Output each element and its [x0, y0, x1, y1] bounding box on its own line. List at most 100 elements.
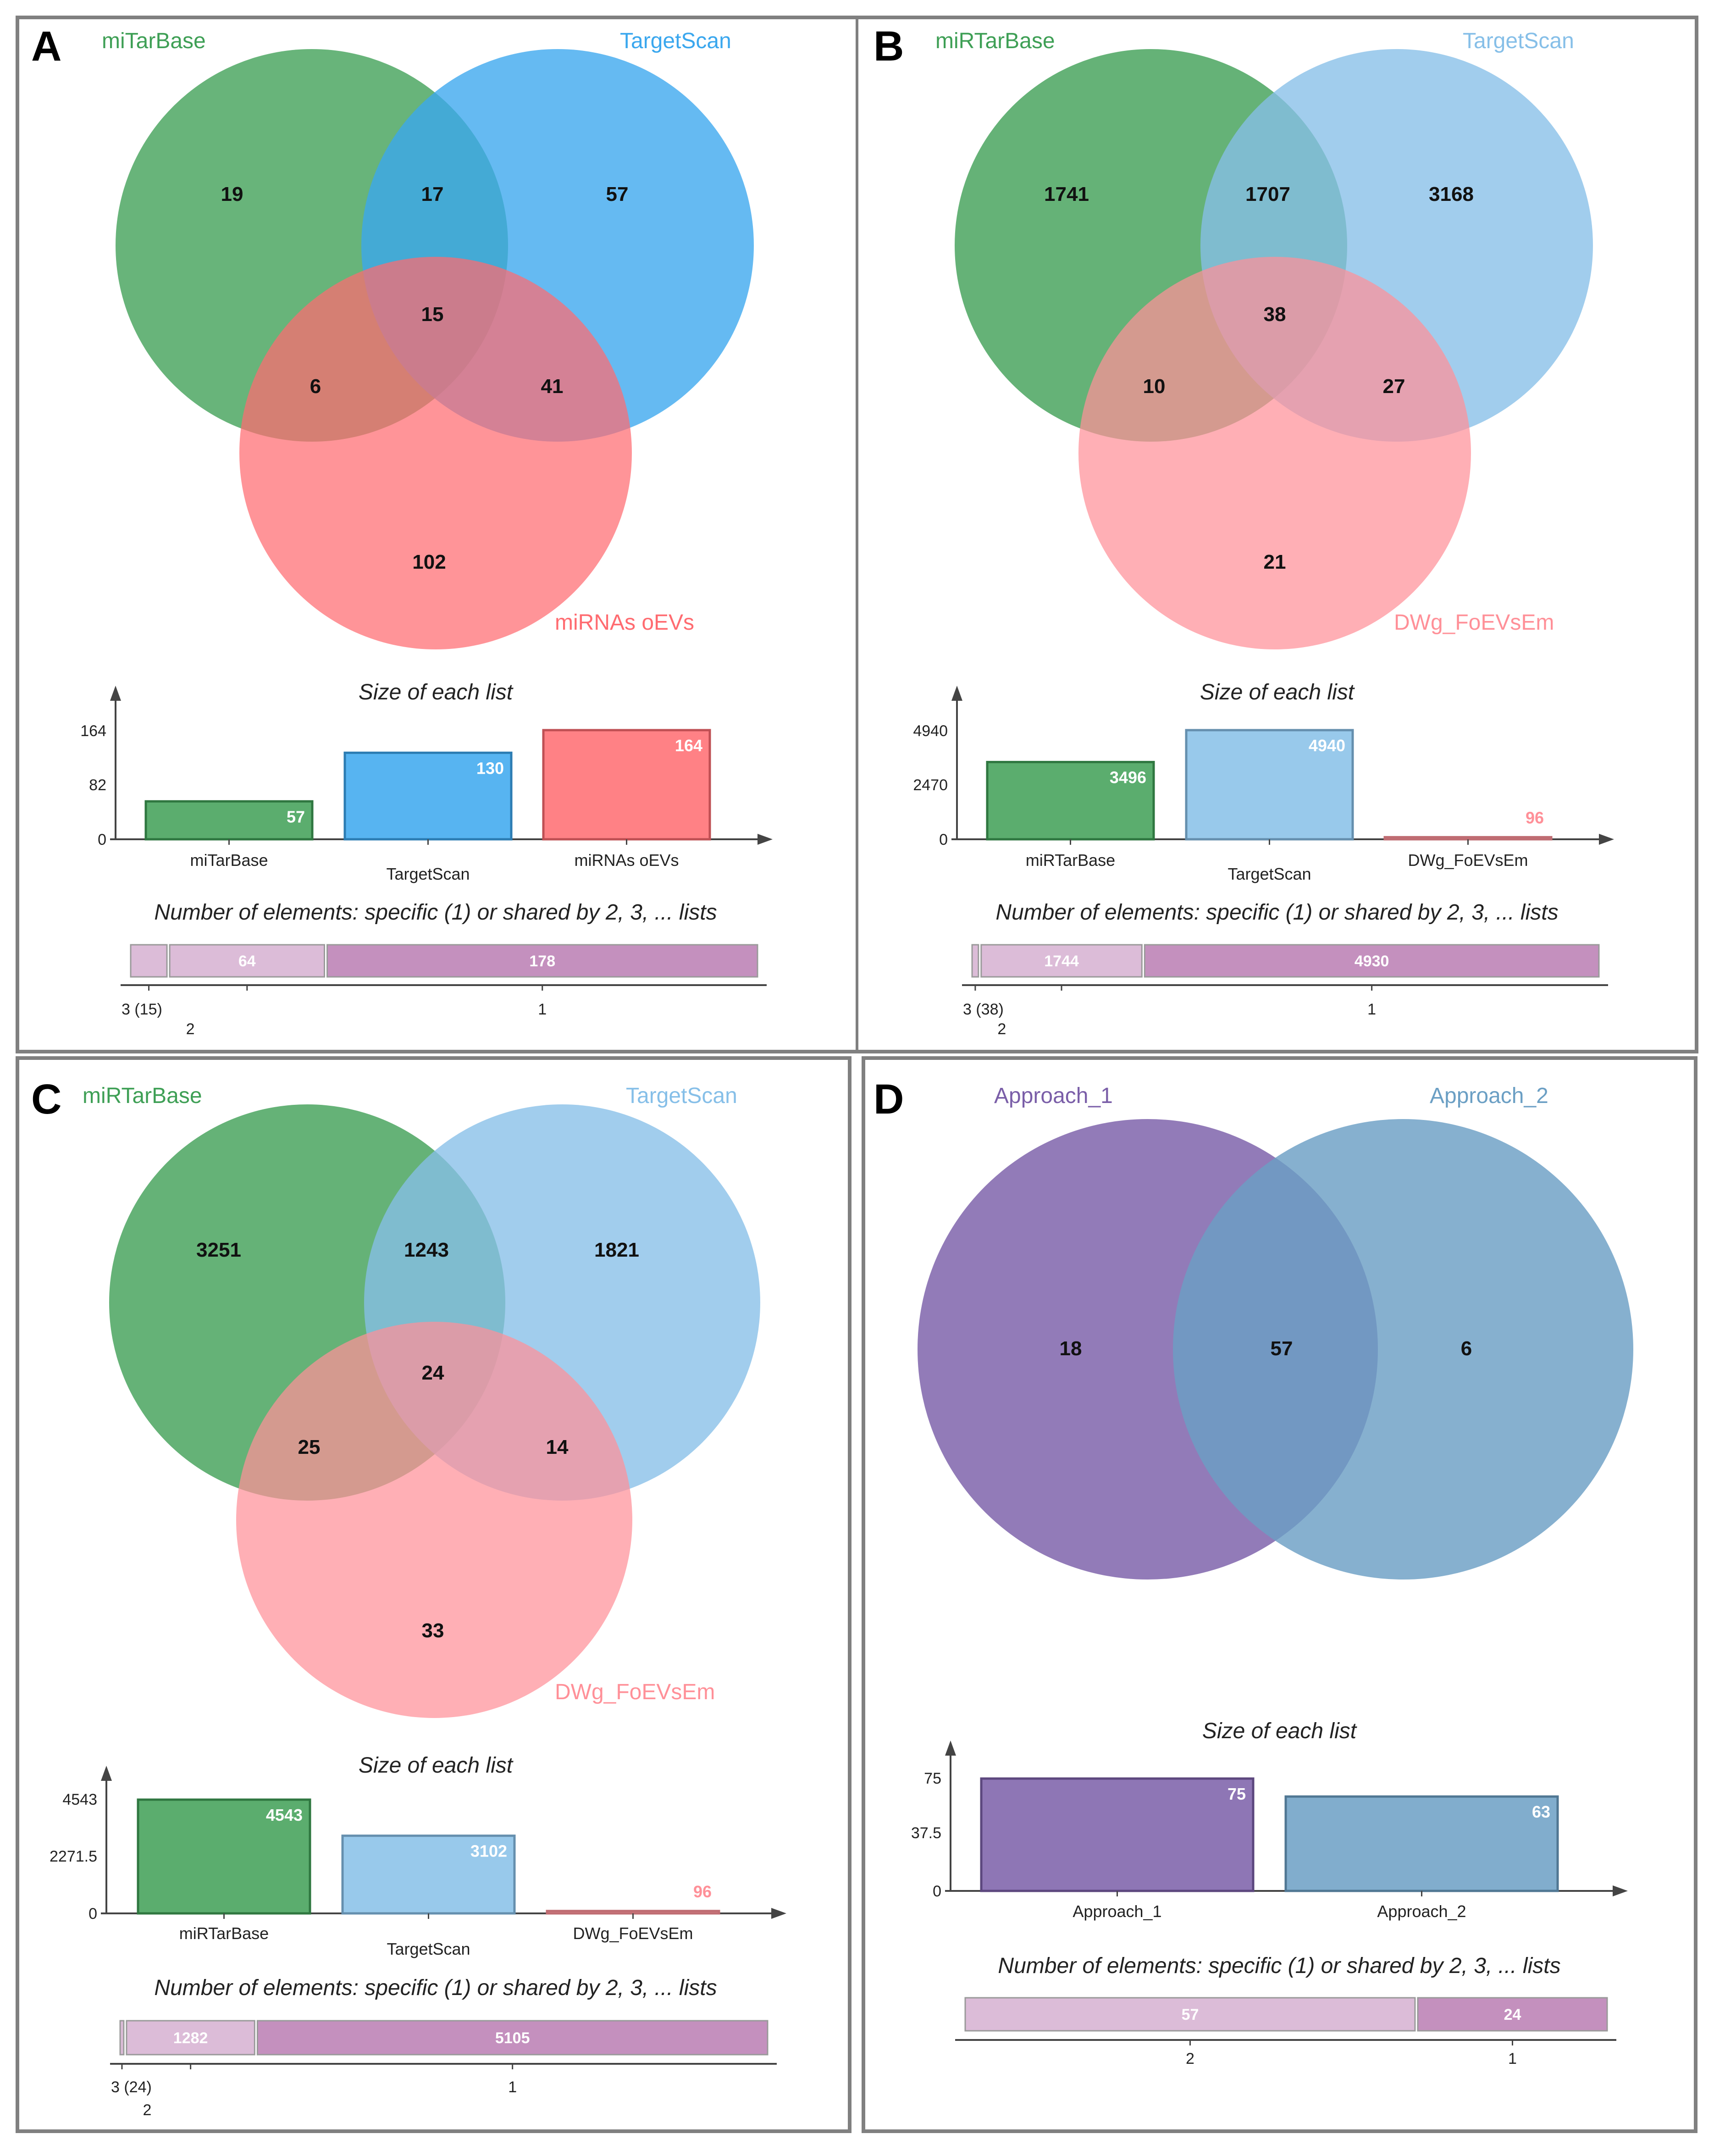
panel-a-region-ab: 17 — [421, 183, 444, 205]
panel-c-size-bar-3-value: 96 — [693, 1882, 712, 1901]
panel-b-region-c-only: 21 — [1264, 551, 1286, 573]
panel-b-size-title: Size of each list — [1200, 680, 1355, 704]
panel-d-size-ytick-zero: 0 — [933, 1883, 941, 1900]
panel-a-shared-chart: 3 (15) 64 2 178 1 — [121, 944, 767, 1038]
panel-c-size-chart: 4543 2271.5 0 4543 miRTarBase 3102 TargetSc… — [50, 1766, 786, 1958]
panel-a-size-bar-3 — [542, 729, 711, 841]
panel-d-size-bar-2-label: Approach_2 — [1377, 1902, 1466, 1921]
panel-c-shared-segment-2-value: 1282 — [173, 2029, 208, 2047]
panel-b-shared-segment-3 — [1144, 944, 1600, 978]
panel-a-size-bars: 57 miTarBase 130 TargetScan 164 miRNAs oEVs — [144, 729, 711, 883]
panel-a-size-bar-2-value: 130 — [476, 759, 504, 777]
panel-b: B miRTarBase TargetScan DWg_FoEVsEm 1741… — [874, 23, 1614, 1038]
panel-b-region-a-only: 1741 — [1044, 183, 1089, 205]
panel-d-set-2-circle — [1173, 1119, 1633, 1580]
panel-a-set-2-name: TargetScan — [620, 29, 731, 53]
panel-a-size-ytick-mid: 82 — [89, 776, 106, 794]
panel-c-size-title: Size of each list — [359, 1753, 514, 1778]
panel-b-region-ab: 1707 — [1245, 183, 1290, 205]
panel-c-set-3-name: DWg_FoEVsEm — [555, 1680, 715, 1704]
panel-a-size-ytick-zero: 0 — [98, 831, 106, 848]
panel-d-shared-chart: 57 2 24 1 — [955, 1997, 1616, 2067]
panel-d-size-y-arrow — [945, 1740, 956, 1756]
panel-c-set-2-name: TargetScan — [626, 1084, 737, 1108]
panel-b-size-x-arrow — [1599, 834, 1614, 845]
panel-a-size-bar-1-label: miTarBase — [190, 851, 268, 870]
panel-b-venn — [955, 49, 1593, 649]
panel-c-size-ytick-mid: 2271.5 — [50, 1848, 97, 1865]
panel-c-set-1-name: miRTarBase — [83, 1084, 202, 1108]
panel-c-shared-segment-2 — [126, 2020, 255, 2056]
panel-d-size-bar-1-value: 75 — [1227, 1785, 1246, 1803]
panel-b-region-ac: 10 — [1143, 375, 1166, 398]
panel-a-venn — [116, 49, 754, 649]
panel-d-size-bar-1 — [980, 1777, 1255, 1892]
panel-b-set-3-name: DWg_FoEVsEm — [1394, 610, 1554, 635]
panel-b-set-2-name: TargetScan — [1463, 29, 1574, 53]
panel-c-size-bar-3 — [546, 1910, 720, 1915]
panel-c-region-a-only: 3251 — [196, 1239, 241, 1261]
panel-a-shared-tick-1-label: 3 (15) — [122, 1001, 162, 1018]
panel-c-size-bar-2-label: TargetScan — [387, 1940, 470, 1958]
panel-a-region-b-only: 57 — [606, 183, 629, 205]
panel-b-shared-tick-1-label: 3 (38) — [963, 1001, 1004, 1018]
panel-a-shared-tick-3-label: 1 — [538, 1001, 547, 1018]
panel-c-region-bc: 14 — [546, 1436, 569, 1458]
panel-d-venn — [918, 1119, 1633, 1580]
panel-b-size-chart: 4940 2470 0 3496 miRTarBase 4940 TargetScan… — [913, 686, 1614, 883]
panel-b-size-ytick-top: 4940 — [913, 722, 948, 740]
panel-b-shared-title: Number of elements: specific (1) or shar… — [995, 900, 1558, 925]
panel-b-shared-chart: 3 (38) 1744 2 4930 1 — [962, 944, 1608, 1038]
panel-c-size-bar-2-value: 3102 — [470, 1842, 507, 1861]
panel-c-region-ab: 1243 — [404, 1239, 449, 1261]
panel-b-size-bar-3-value: 96 — [1526, 808, 1544, 827]
panel-b-size-bar-3-label: DWg_FoEVsEm — [1408, 851, 1528, 870]
panel-a-size-bar-1 — [144, 800, 314, 841]
panel-c-size-ytick-top: 4543 — [62, 1791, 97, 1808]
panel-b-shared-tick-3-label: 1 — [1367, 1001, 1376, 1018]
panel-a-region-c-only: 102 — [412, 551, 446, 573]
panel-b-size-bars: 3496 miRTarBase 4940 TargetScan 96 DWg_FoEVsE… — [986, 729, 1553, 883]
panel-a-shared-segment-3-value: 178 — [529, 953, 555, 970]
panel-a-size-bar-3-label: miRNAs oEVs — [574, 851, 679, 870]
panel-a-region-bc: 41 — [541, 375, 564, 398]
panel-a-set-3-name: miRNAs oEVs — [555, 610, 694, 635]
panel-a-size-title: Size of each list — [359, 680, 514, 704]
panel-d-shared-segment-2 — [1417, 1997, 1608, 2032]
panel-a-shared-segment-2 — [169, 944, 326, 978]
panel-d-size-x-arrow — [1613, 1885, 1628, 1896]
panel-d-set-2-name: Approach_2 — [1430, 1084, 1548, 1108]
panel-d-shared-segment-1 — [964, 1997, 1416, 2032]
panel-a-shared-title: Number of elements: specific (1) or shar… — [154, 900, 717, 925]
panel-d-shared-segment-2-value: 24 — [1504, 2006, 1521, 2023]
panel-d-shared-tick-2-label: 1 — [1508, 2050, 1517, 2067]
panel-c-size-bar-2 — [341, 1835, 516, 1915]
panel-c-region-b-only: 1821 — [594, 1239, 639, 1261]
panel-c-size-bars: 4543 miRTarBase 3102 TargetScan 96 DWg_FoEVsE… — [137, 1798, 720, 1958]
panel-a-size-bar-2-label: TargetScan — [386, 865, 470, 883]
panel-c-size-bar-1 — [137, 1798, 311, 1915]
panel-c-shared-chart: 3 (24) 1282 2 5105 1 — [110, 2020, 777, 2119]
panel-b-shared-segment-1 — [971, 944, 979, 978]
panel-d-region-ab: 57 — [1271, 1337, 1293, 1360]
panel-a-region-ac: 6 — [310, 375, 321, 398]
panel-b-region-abc: 38 — [1264, 303, 1286, 326]
panel-d-shared-title: Number of elements: specific (1) or shar… — [998, 1954, 1560, 1978]
panel-d-size-ytick-mid: 37.5 — [911, 1824, 941, 1842]
panel-d-size-title: Size of each list — [1202, 1719, 1357, 1743]
panel-a-label: A — [31, 23, 61, 70]
panel-b-size-bar-2-value: 4940 — [1309, 736, 1345, 755]
panel-c: C miRTarBase TargetScan DWg_FoEVsEm 3251… — [31, 1076, 786, 2119]
panel-b-region-bc: 27 — [1383, 375, 1405, 398]
panel-a-size-bar-1-value: 57 — [287, 807, 305, 826]
panel-a-size-bar-3-value: 164 — [675, 736, 702, 755]
panel-d-frame — [862, 1056, 1697, 2133]
panel-b-size-bar-3 — [1383, 836, 1553, 841]
panel-b-size-bar-2-label: TargetScan — [1227, 865, 1311, 883]
panel-a-shared-tick-2-label: 2 — [186, 1020, 195, 1038]
panel-b-shared-tick-2-label: 2 — [997, 1020, 1006, 1038]
panel-a-shared-segment-3 — [326, 944, 758, 978]
panel-c-shared-segment-3 — [256, 2020, 769, 2056]
panel-c-shared-segment-3-value: 5105 — [495, 2029, 530, 2047]
